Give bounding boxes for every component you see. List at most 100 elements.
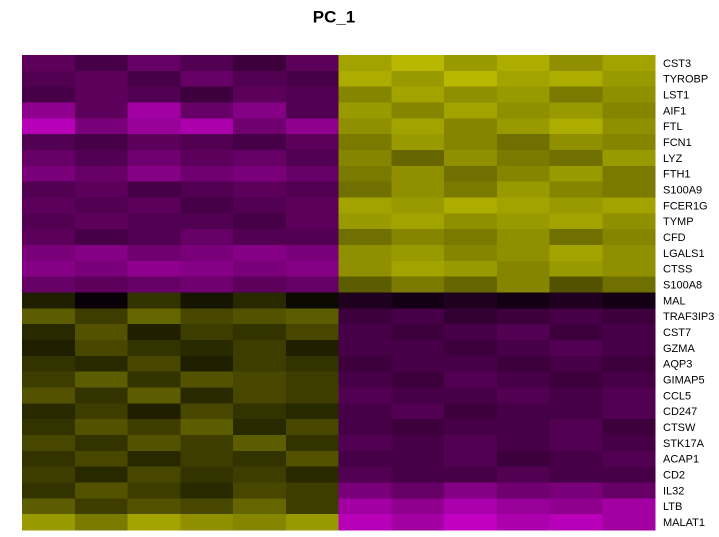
row-label: ACAP1 — [663, 454, 699, 466]
heatmap-cell — [127, 102, 181, 119]
heatmap-cell — [549, 308, 603, 325]
heatmap-cell — [549, 181, 603, 198]
heatmap-cell — [549, 213, 603, 230]
heatmap-cell — [180, 86, 234, 103]
heatmap-cell — [180, 371, 234, 388]
heatmap-cell — [74, 134, 128, 151]
heatmap-cell — [233, 466, 287, 483]
heatmap-cell — [285, 276, 339, 293]
row-label: GIMAP5 — [663, 374, 705, 386]
row-label: MAL — [663, 295, 686, 307]
heatmap-cell — [549, 355, 603, 373]
heatmap-cell — [338, 450, 392, 468]
heatmap-cell — [444, 292, 498, 309]
heatmap-cell — [74, 118, 128, 135]
heatmap-cell — [549, 466, 603, 483]
heatmap-cell — [338, 229, 392, 246]
heatmap-cell — [338, 435, 392, 452]
heatmap-cell — [338, 165, 392, 183]
heatmap-cell — [496, 498, 550, 515]
heatmap-cell — [74, 514, 128, 531]
heatmap-cell — [22, 55, 76, 72]
heatmap-cell — [22, 355, 76, 373]
heatmap-cell — [233, 213, 287, 230]
heatmap-cell — [602, 498, 656, 515]
heatmap-cell — [391, 181, 445, 198]
heatmap-cell — [127, 86, 181, 103]
heatmap-cell — [338, 403, 392, 420]
heatmap-cell — [444, 276, 498, 293]
heatmap-cell — [444, 514, 498, 531]
heatmap-cell — [22, 450, 76, 468]
heatmap-cell — [602, 308, 656, 325]
heatmap-cell — [233, 324, 287, 341]
heatmap-cell — [549, 86, 603, 103]
heatmap-cell — [74, 466, 128, 483]
heatmap-cell — [22, 260, 76, 278]
heatmap-cell — [22, 213, 76, 230]
heatmap-cell — [444, 70, 498, 88]
heatmap-cell — [338, 86, 392, 103]
heatmap-cell — [391, 134, 445, 151]
heatmap-cell — [391, 371, 445, 388]
row-label: LTB — [663, 501, 682, 513]
heatmap-cell — [496, 102, 550, 119]
heatmap-cell — [338, 276, 392, 293]
heatmap-cell — [549, 245, 603, 262]
heatmap-cell — [444, 229, 498, 246]
heatmap-cell — [285, 197, 339, 214]
heatmap-cell — [549, 102, 603, 119]
heatmap-cell — [444, 324, 498, 341]
row-label: AQP3 — [663, 359, 692, 371]
heatmap-cell — [338, 419, 392, 436]
heatmap-cell — [496, 86, 550, 103]
heatmap-cell — [127, 260, 181, 278]
heatmap-cell — [338, 181, 392, 198]
heatmap-cell — [180, 102, 234, 119]
heatmap-cell — [496, 150, 550, 167]
heatmap-cell — [22, 276, 76, 293]
heatmap-cell — [496, 229, 550, 246]
chart-title: PC_1 — [313, 7, 356, 26]
heatmap-cell — [338, 514, 392, 531]
heatmap-cell — [549, 324, 603, 341]
heatmap-cell — [74, 181, 128, 198]
heatmap-cell — [127, 229, 181, 246]
heatmap-cell — [74, 213, 128, 230]
heatmap-cell — [22, 197, 76, 214]
heatmap-cell — [549, 118, 603, 135]
heatmap-cell — [233, 435, 287, 452]
heatmap-cell — [74, 292, 128, 309]
heatmap-cell — [22, 308, 76, 325]
row-label: MALAT1 — [663, 517, 705, 529]
heatmap-cell — [602, 70, 656, 88]
heatmap-cell — [22, 482, 76, 499]
heatmap-cell — [74, 324, 128, 341]
heatmap-cell — [391, 245, 445, 262]
heatmap-cell — [602, 276, 656, 293]
heatmap-cell — [602, 118, 656, 135]
heatmap-cell — [233, 245, 287, 262]
heatmap-cell — [22, 245, 76, 262]
heatmap-cell — [233, 102, 287, 119]
heatmap-cell — [549, 371, 603, 388]
heatmap-cell — [496, 435, 550, 452]
heatmap-cell — [496, 387, 550, 404]
heatmap-cell — [444, 355, 498, 373]
row-label: GZMA — [663, 343, 695, 355]
heatmap-cell — [391, 165, 445, 183]
heatmap-cell — [285, 213, 339, 230]
heatmap-cell — [22, 435, 76, 452]
heatmap-cell — [127, 435, 181, 452]
heatmap-cell — [127, 466, 181, 483]
heatmap-cell — [496, 340, 550, 357]
heatmap-cell — [338, 134, 392, 151]
heatmap-cell — [74, 165, 128, 183]
heatmap-cell — [127, 324, 181, 341]
heatmap-cell — [127, 292, 181, 309]
heatmap-cell — [338, 245, 392, 262]
row-label: FCER1G — [663, 200, 708, 212]
heatmap-cell — [285, 387, 339, 404]
heatmap-cell — [180, 55, 234, 72]
heatmap-cell — [74, 102, 128, 119]
